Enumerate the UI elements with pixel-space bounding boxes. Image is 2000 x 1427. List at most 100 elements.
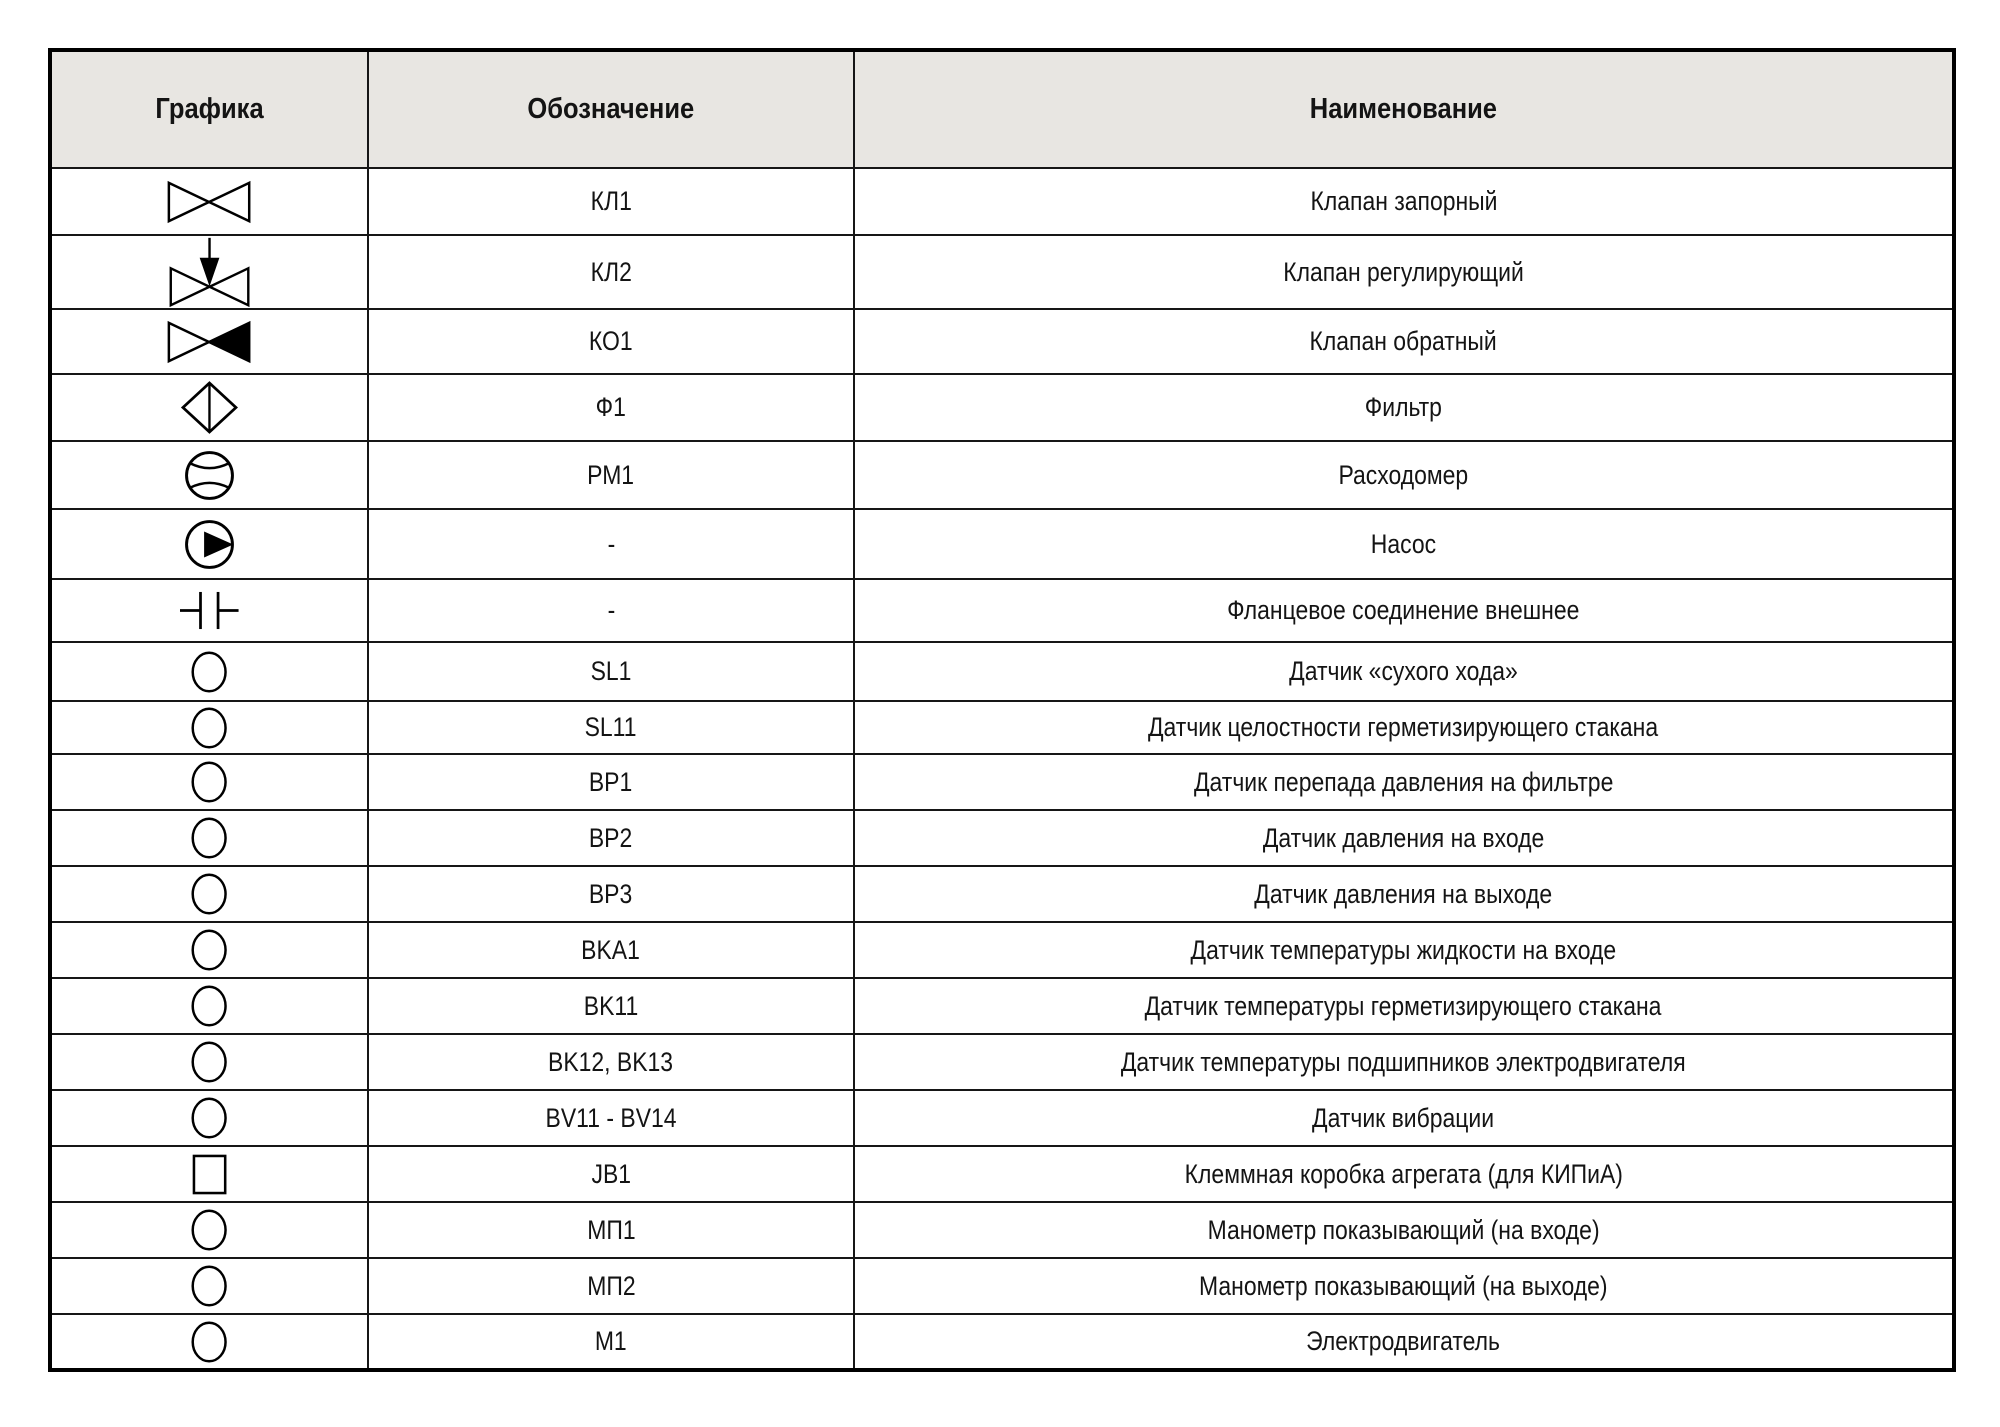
name-text: Датчик температуры подшипников электродв…: [1121, 1046, 1686, 1077]
name-cell: Манометр показывающий (на входе): [853, 1201, 1955, 1259]
flange-icon: [180, 591, 239, 630]
header-name-label: Наименование: [1309, 93, 1498, 125]
sensor-circle-icon: [191, 1209, 228, 1251]
designation-text: МП2: [586, 1270, 636, 1301]
table-row: Ф1 Фильтр: [49, 373, 1955, 442]
graphic-cell: [49, 865, 369, 923]
name-cell: Фланцевое соединение внешнее: [853, 578, 1955, 643]
graphic-cell: [49, 1257, 369, 1315]
table-row: МП1 Манометр показывающий (на входе): [49, 1201, 1955, 1259]
graphic-cell: [49, 809, 369, 867]
table-row: BK12, BK13 Датчик температуры подшипников…: [49, 1033, 1955, 1091]
designation-cell: МП1: [367, 1201, 855, 1259]
designation-cell: BK11: [367, 977, 855, 1035]
name-cell: Датчик целостности герметизирующего стак…: [853, 700, 1955, 755]
table-row: BP1 Датчик перепада давления на фильтре: [49, 753, 1955, 811]
designation-text: МП1: [586, 1214, 636, 1245]
name-cell: Манометр показывающий (на выходе): [853, 1257, 1955, 1315]
table-body: КЛ1 Клапан запорный КЛ2 Клапан регулирующи…: [49, 167, 1955, 1371]
name-text: Фильтр: [1364, 392, 1443, 422]
designation-cell: SL11: [367, 700, 855, 755]
designation-text: BV11 - BV14: [545, 1102, 677, 1133]
designation-text: BP2: [589, 822, 633, 853]
designation-cell: М1: [367, 1313, 855, 1371]
designation-text: BKA1: [581, 934, 641, 965]
name-text: Датчик давления на выходе: [1254, 878, 1553, 909]
designation-cell: РМ1: [367, 440, 855, 510]
designation-cell: Ф1: [367, 373, 855, 442]
name-cell: Датчик вибрации: [853, 1089, 1955, 1147]
designation-cell: МП2: [367, 1257, 855, 1315]
name-text: Датчик перепада давления на фильтре: [1193, 766, 1614, 797]
name-text: Насос: [1370, 528, 1437, 559]
graphic-cell: [49, 373, 369, 442]
name-text: Датчик температуры герметизирующего стак…: [1145, 990, 1662, 1021]
table-header: Графика Обозначение Наименование: [49, 49, 1955, 169]
table-row: BP3 Датчик давления на выходе: [49, 865, 1955, 923]
name-text: Манометр показывающий (на выходе): [1199, 1270, 1608, 1301]
pump-icon: [185, 519, 234, 569]
name-cell: Датчик давления на выходе: [853, 865, 1955, 923]
designation-cell: BP2: [367, 809, 855, 867]
name-cell: Датчик температуры жидкости на входе: [853, 921, 1955, 979]
sensor-circle-icon: [191, 929, 228, 971]
designation-text: SL11: [585, 712, 637, 742]
name-text: Фланцевое соединение внешнее: [1227, 595, 1580, 625]
control-valve-icon: [169, 237, 250, 307]
name-cell: Фильтр: [853, 373, 1955, 442]
designation-text: КЛ2: [590, 256, 632, 287]
sensor-circle-icon: [191, 873, 228, 915]
name-text: Датчик «сухого хода»: [1289, 656, 1518, 686]
header-graphic-label: Графика: [155, 93, 264, 125]
graphic-cell: [49, 440, 369, 510]
table-row: SL11 Датчик целостности герметизирующего …: [49, 700, 1955, 755]
sensor-circle-icon: [191, 1265, 228, 1307]
sensor-circle-icon: [191, 1320, 228, 1363]
table-row: BP2 Датчик давления на входе: [49, 809, 1955, 867]
designation-text: -: [607, 528, 615, 559]
header-graphic: Графика: [49, 49, 369, 169]
table-row: КЛ1 Клапан запорный: [49, 167, 1955, 236]
name-cell: Расходомер: [853, 440, 1955, 510]
sensor-circle-icon: [191, 817, 228, 859]
name-cell: Клеммная коробка агрегата (для КИПиА): [853, 1145, 1955, 1203]
name-text: Клапан регулирующий: [1283, 256, 1524, 287]
legend-table: Графика Обозначение Наименование КЛ1 Клап…: [48, 48, 1956, 1372]
name-cell: Клапан запорный: [853, 167, 1955, 236]
shutoff-valve-icon: [168, 180, 251, 223]
graphic-cell: [49, 641, 369, 702]
sensor-circle-icon: [191, 1097, 228, 1139]
name-text: Манометр показывающий (на входе): [1207, 1214, 1600, 1245]
name-text: Датчик вибрации: [1312, 1102, 1495, 1133]
header-designation: Обозначение: [367, 49, 855, 169]
name-text: Клапан обратный: [1309, 326, 1498, 356]
graphic-cell: [49, 1145, 369, 1203]
sensor-circle-icon: [191, 650, 228, 693]
graphic-cell: [49, 977, 369, 1035]
designation-text: BK12, BK13: [548, 1046, 674, 1077]
sensor-circle-icon: [191, 985, 228, 1027]
designation-text: BP3: [589, 878, 633, 909]
table-row: SL1 Датчик «сухого хода»: [49, 641, 1955, 702]
sensor-circle-icon: [191, 761, 228, 803]
name-cell: Клапан регулирующий: [853, 234, 1955, 310]
name-text: Датчик температуры жидкости на входе: [1190, 934, 1617, 965]
designation-cell: BP1: [367, 753, 855, 811]
designation-text: SL1: [590, 656, 632, 686]
name-text: Датчик давления на входе: [1262, 822, 1545, 853]
name-cell: Электродвигатель: [853, 1313, 1955, 1371]
designation-cell: BKA1: [367, 921, 855, 979]
designation-cell: КЛ2: [367, 234, 855, 310]
name-cell: Насос: [853, 508, 1955, 580]
graphic-cell: [49, 308, 369, 375]
table-row: РМ1 Расходомер: [49, 440, 1955, 510]
name-cell: Датчик давления на входе: [853, 809, 1955, 867]
designation-cell: -: [367, 578, 855, 643]
designation-text: КО1: [589, 326, 633, 356]
table-row: - Насос: [49, 508, 1955, 580]
designation-text: BK11: [583, 990, 639, 1021]
designation-cell: BV11 - BV14: [367, 1089, 855, 1147]
designation-text: РМ1: [587, 459, 635, 490]
table-row: МП2 Манометр показывающий (на выходе): [49, 1257, 1955, 1315]
